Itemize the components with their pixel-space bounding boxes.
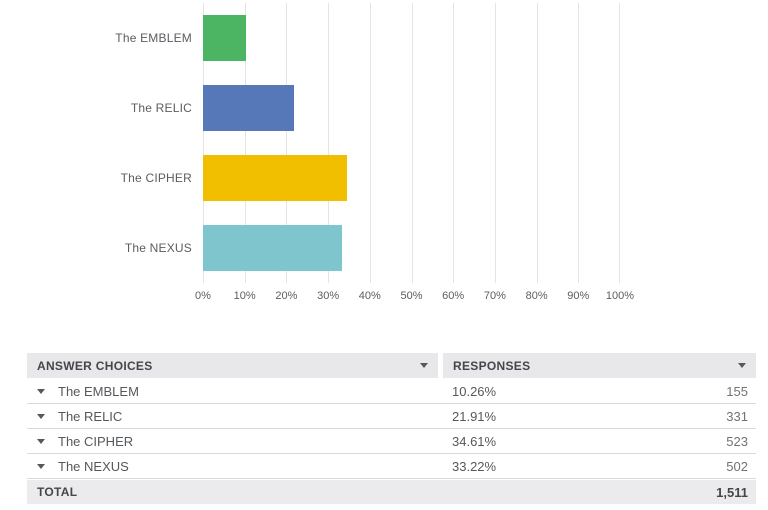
response-count: 155 [726,383,748,399]
table-row: The NEXUS 33.22% 502 [27,454,756,479]
table-row: The CIPHER 34.61% 523 [27,429,756,454]
x-axis-tick-label: 50% [400,290,423,302]
response-count: 502 [726,458,748,474]
x-axis-tick-label: 40% [358,290,381,302]
response-count: 331 [726,408,748,424]
chart-category-label: The RELIC [130,101,192,115]
table-row: The EMBLEM 10.26% 155 [27,379,756,404]
expand-caret-icon[interactable] [37,438,45,444]
table-body: The EMBLEM 10.26% 155 The RELIC 21.91% 331 The… [27,379,756,479]
bar-chart: The EMBLEM The RELIC The CIPHER The NEXUS 0… [0,3,634,309]
total-row: TOTAL 1,511 [27,480,756,504]
caret-down-icon[interactable] [738,363,746,368]
chart-x-axis: 0% 10% 20% 30% 40% 50% 60% 70% 80% 90% 100% [195,283,634,309]
x-axis-tick-label: 90% [567,290,590,302]
answer-choice-label: The NEXUS [58,458,129,474]
answer-choice-label: The RELIC [58,408,123,424]
expand-caret-icon[interactable] [37,463,45,469]
gridline [578,3,580,283]
x-axis-tick-label: 10% [233,290,256,302]
gridline [494,3,496,283]
x-axis-tick-label: 30% [317,290,340,302]
responses-header-label: RESPONSES [453,358,531,373]
x-axis-tick-label: 0% [195,290,211,302]
answer-choice-cell: The EMBLEM [27,384,452,399]
expand-caret-icon[interactable] [37,388,45,394]
gridline [619,3,620,283]
table-header-row: ANSWER CHOICES RESPONSES [27,353,756,378]
response-percent: 33.22% [452,458,497,474]
results-table: ANSWER CHOICES RESPONSES The EMBLEM 10.26… [27,353,756,504]
gridline [411,3,413,283]
chart-bar [203,15,246,61]
gridline [536,3,538,283]
chart-bar [203,85,295,131]
expand-caret-icon[interactable] [37,413,45,419]
response-percent: 10.26% [452,383,497,399]
chart-bar [203,225,342,271]
total-label: TOTAL [37,485,78,499]
total-count: 1,511 [716,484,748,500]
gridline [328,3,330,283]
x-axis-tick-label: 80% [525,290,548,302]
table-row: The RELIC 21.91% 331 [27,404,756,429]
x-axis-tick-label: 70% [483,290,506,302]
response-percent: 34.61% [452,433,497,449]
chart-category-labels: The EMBLEM The RELIC The CIPHER The NEXUS [0,3,203,283]
answer-choices-header-label: ANSWER CHOICES [37,358,153,373]
answer-choice-cell: The CIPHER [27,434,452,449]
answer-choice-cell: The NEXUS [27,459,452,474]
column-header-answer-choices[interactable]: ANSWER CHOICES [27,353,438,378]
chart-category-label: The NEXUS [124,241,192,255]
answer-choice-cell: The RELIC [27,409,452,424]
response-percent: 21.91% [452,408,497,424]
gridline [369,3,371,283]
response-count: 523 [726,433,748,449]
chart-bar [203,155,348,201]
gridline [244,3,246,283]
gridline [286,3,288,283]
chart-plot-area [203,3,620,283]
gridline [453,3,455,283]
chart-category-label: The CIPHER [120,171,192,185]
column-header-responses[interactable]: RESPONSES [443,353,756,378]
x-axis-tick-label: 60% [442,290,465,302]
x-axis-tick-label: 20% [275,290,298,302]
x-axis-tick-label: 100% [605,290,635,302]
answer-choice-label: The CIPHER [58,433,134,449]
gridline [203,3,204,283]
answer-choice-label: The EMBLEM [58,383,139,399]
caret-down-icon[interactable] [420,363,428,368]
chart-category-label: The EMBLEM [115,31,192,45]
